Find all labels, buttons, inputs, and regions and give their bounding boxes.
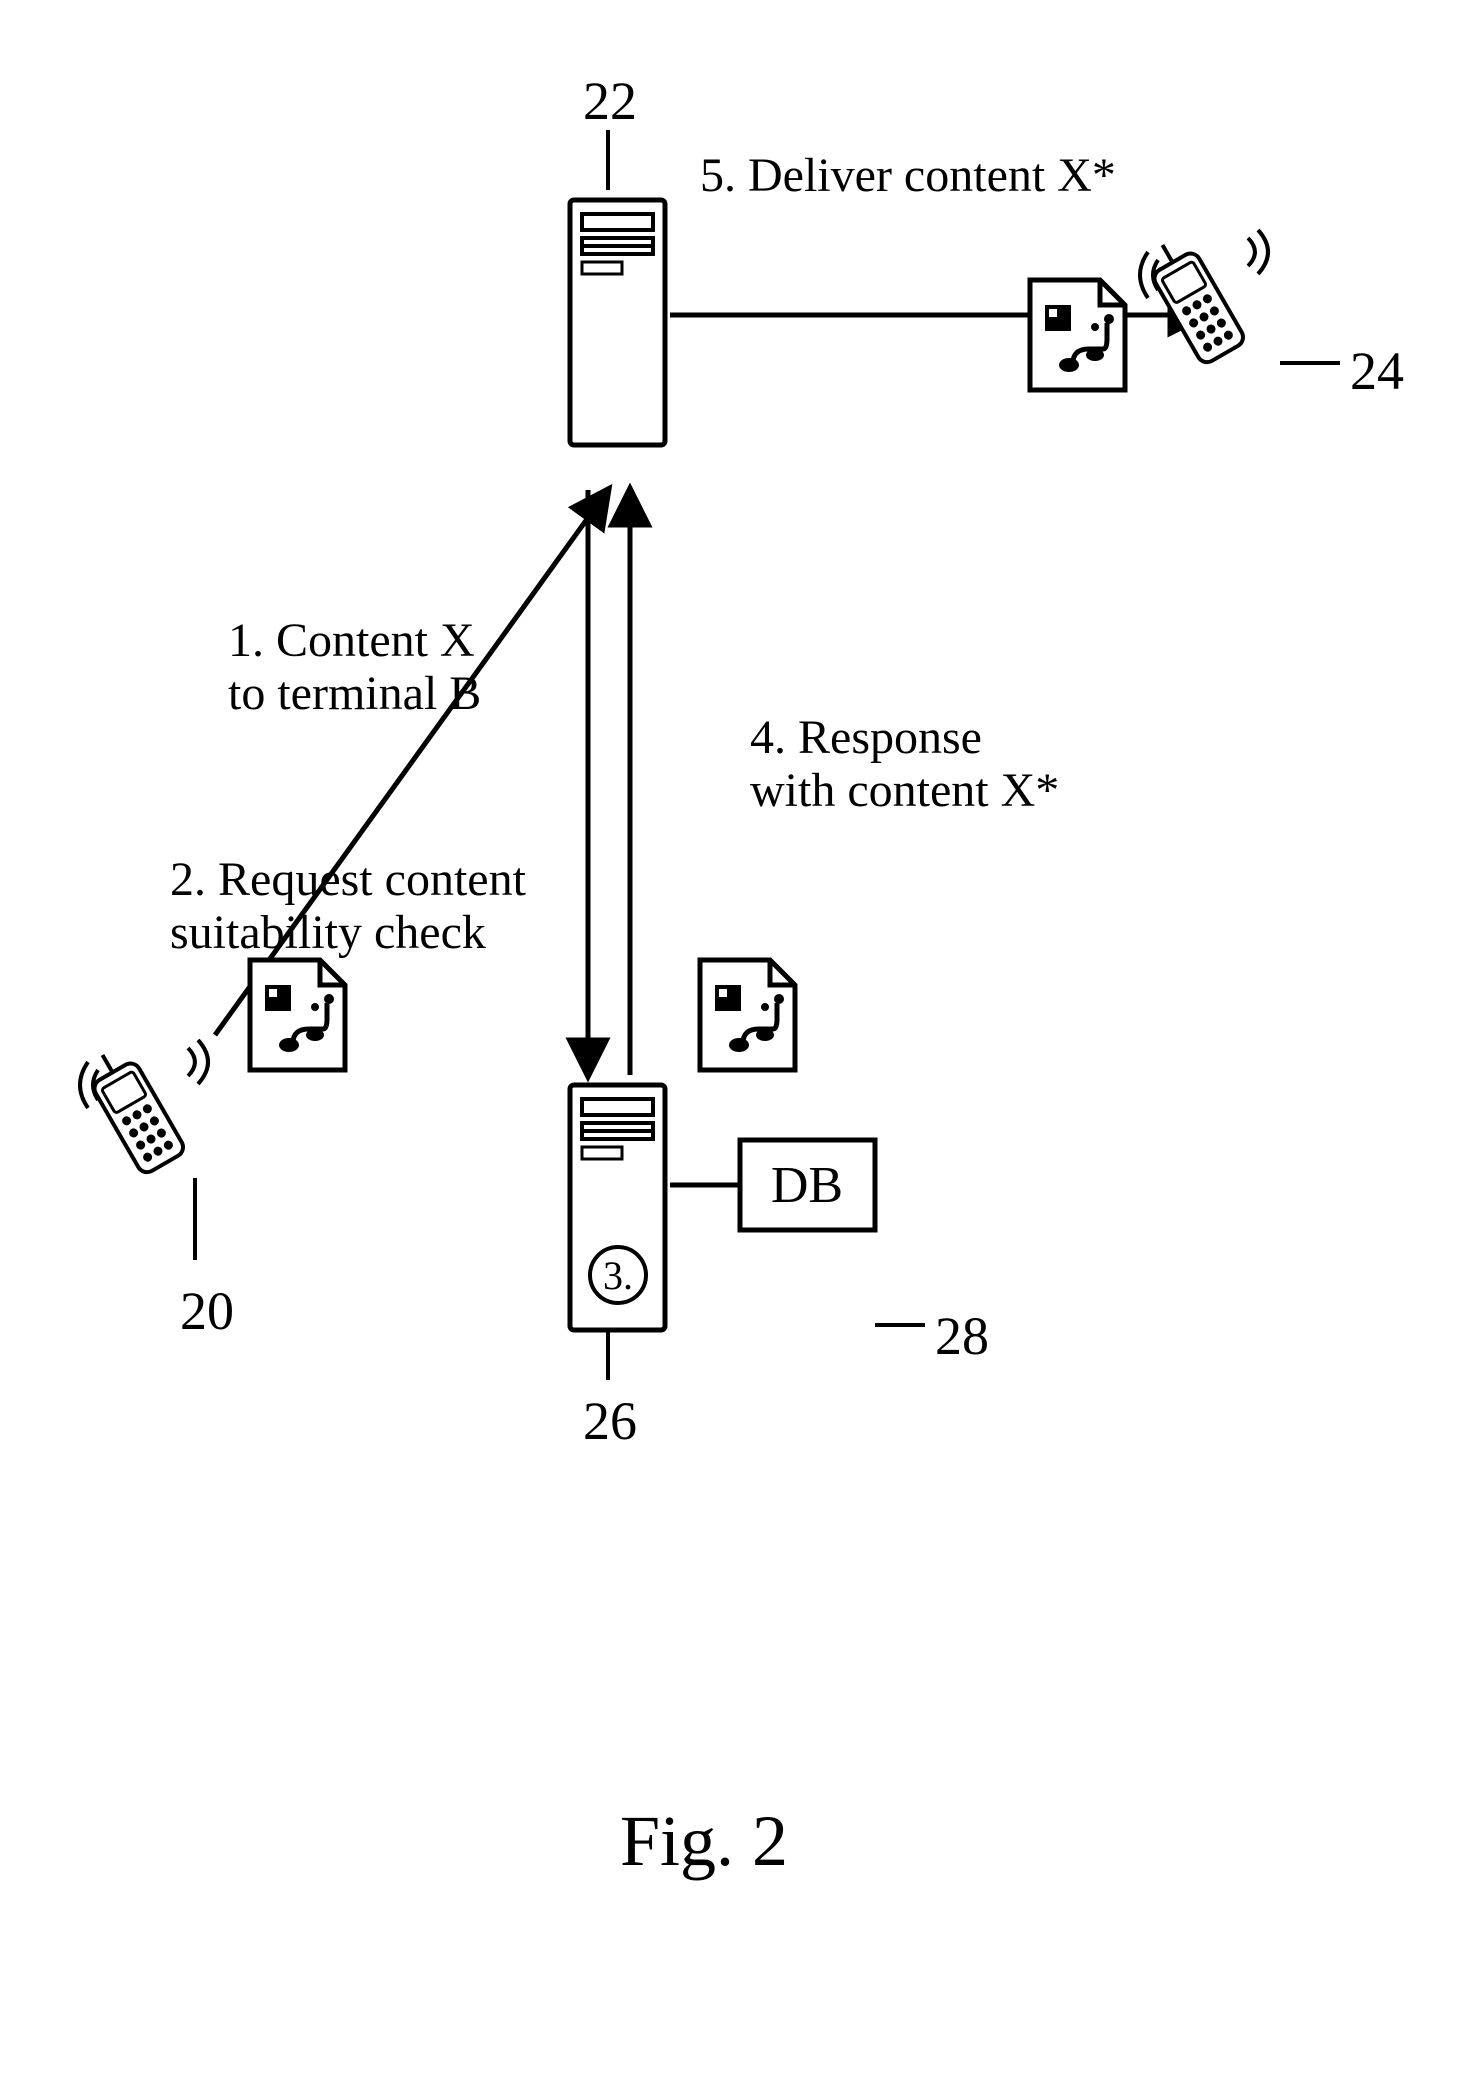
- db-label: DB: [771, 1157, 843, 1214]
- phone-b-icon: [1140, 230, 1268, 366]
- diagram-svg: 3. DB: [0, 0, 1469, 2086]
- figure-label: Fig. 2: [620, 1800, 788, 1883]
- server-2-icon: 3.: [570, 1085, 665, 1330]
- edge-5-label: 5. Deliver content X*: [700, 150, 1116, 203]
- edge-1-label: 1. Content X to terminal B: [228, 615, 481, 721]
- file-3-icon: [1030, 280, 1125, 390]
- ref-20: 20: [180, 1280, 234, 1342]
- ref-24: 24: [1350, 340, 1404, 402]
- ref-28: 28: [935, 1305, 989, 1367]
- edge-4-label: 4. Response with content X*: [750, 712, 1059, 818]
- file-2-icon: [700, 960, 795, 1070]
- phone-a-icon: [80, 1040, 208, 1176]
- db-node: DB: [740, 1140, 875, 1230]
- server-2-badge: 3.: [603, 1253, 633, 1298]
- ref-26: 26: [583, 1390, 637, 1452]
- edge-2-label: 2. Request content suitability check: [170, 854, 526, 960]
- server-1-icon: [570, 200, 665, 445]
- diagram-canvas: 3. DB 1. Content X to terminal B 2. Requ…: [0, 0, 1469, 2086]
- file-1-icon: [250, 960, 345, 1070]
- ref-22: 22: [583, 70, 637, 132]
